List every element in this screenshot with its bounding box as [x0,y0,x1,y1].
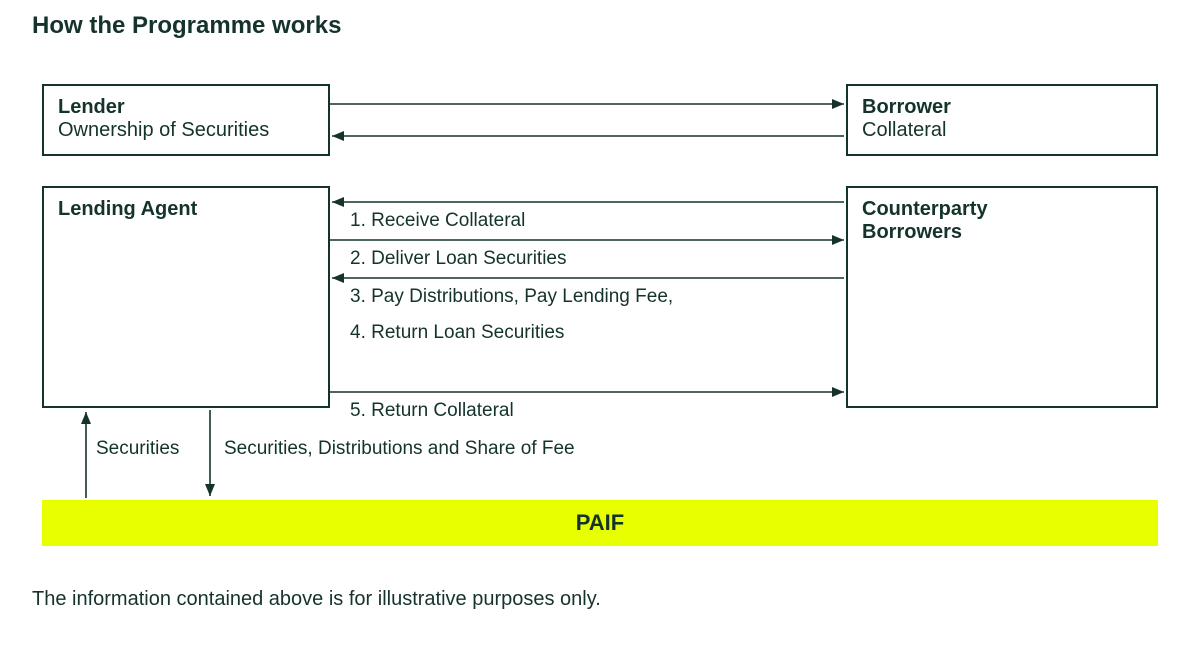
lending-agent-box: Lending Agent [42,186,330,408]
borrower-title: Borrower [862,96,1142,119]
lender-box: Lender Ownership of Securities [42,84,330,156]
flow-label-step3: 3. Pay Distributions, Pay Lending Fee, [350,286,673,308]
lending-agent-title: Lending Agent [58,198,314,221]
counterparty-subtitle: Borrowers [862,221,1142,244]
flow-label-step2: 2. Deliver Loan Securities [350,248,567,270]
counterparty-box: Counterparty Borrowers [846,186,1158,408]
flow-label-step1: 1. Receive Collateral [350,210,525,232]
lender-subtitle: Ownership of Securities [58,119,314,142]
footnote: The information contained above is for i… [32,588,601,611]
page-title: How the Programme works [32,12,341,40]
paif-label: PAIF [576,510,624,536]
flow-label-step5: 5. Return Collateral [350,400,514,422]
borrower-subtitle: Collateral [862,119,1142,142]
flow-label-step4: 4. Return Loan Securities [350,322,564,344]
flow-label-securities-down: Securities, Distributions and Share of F… [224,438,575,460]
borrower-box: Borrower Collateral [846,84,1158,156]
lender-title: Lender [58,96,314,119]
counterparty-title: Counterparty [862,198,1142,221]
paif-box: PAIF [42,500,1158,546]
flow-label-securities-up: Securities [96,438,179,460]
